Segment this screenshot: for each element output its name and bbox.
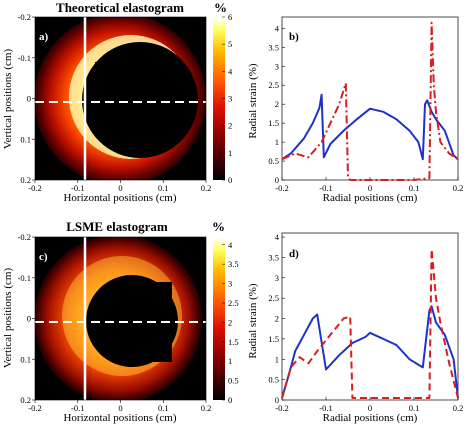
heatmap-c-cbar-tick-label: 2 [228, 317, 232, 327]
xlabel-a: Horizontal positions (cm) [63, 192, 176, 204]
plot-b-series-blue-solid [281, 93, 459, 161]
plot-b-plot-area [281, 16, 459, 181]
heatmap-a-cbar-tick-label: 5 [228, 39, 232, 49]
heatmap-a-xtick-label: 0.1 [158, 183, 169, 193]
heatmap-c-ytick-label: 0 [27, 314, 31, 324]
heatmap-a-cbar-tick-label: 0 [228, 175, 232, 185]
plot-b-ytick-label: 2.5 [268, 80, 279, 90]
heatmap-c-cbar-tick-label: 4 [228, 240, 233, 250]
heatmap-a: a) [35, 17, 206, 180]
heatmap-c-ytick-label: 0.2 [20, 395, 31, 405]
heatmap-a-cbar-tick-label: 3 [228, 94, 232, 104]
heatmap-a-cbar-tick-label: 4 [228, 66, 233, 76]
heatmap-a-cbar-tick-label: 6 [228, 12, 232, 22]
plot-d-ytick-label: 2.5 [268, 293, 279, 303]
plot-b-xtick-label: 0 [368, 183, 372, 193]
heatmap-a-ytick-label: 0.1 [20, 134, 31, 144]
colorbar-unit-top: % [214, 0, 227, 15]
heatmap-a-ytick-label: -0.2 [18, 12, 31, 22]
heatmap-a-xtick-label: 0 [118, 183, 122, 193]
plot-b-xtick-label: 0.1 [409, 183, 420, 193]
plot-d-xtick-label: 0.1 [409, 403, 420, 413]
plot-d-ytick-label: 0 [275, 395, 279, 405]
ylabel-b: Radial strain (%) [247, 63, 259, 138]
xlabel-c: Horizontal positions (cm) [63, 412, 176, 424]
plot-d-ytick-label: 0.5 [268, 375, 279, 385]
plot-b-ytick-label: 3.5 [268, 42, 279, 52]
heatmap-c-xtick-label: 0 [118, 403, 122, 413]
plot-d-ytick-label: 2 [275, 314, 279, 324]
plot-d-xtick-label: 0 [368, 403, 372, 413]
plot-b-series-red-dashdot [281, 21, 459, 181]
xlabel-b: Radial positions (cm) [323, 192, 418, 204]
top-title: Theoretical elastogram [56, 0, 184, 15]
heatmap-c-xtick-label: 0.2 [201, 403, 212, 413]
heatmap-c-cbar-tick-label: 3 [228, 279, 232, 289]
heatmap-c-cbar-tick-label: 1 [228, 356, 232, 366]
plot-b-xtick-label: -0.1 [319, 183, 332, 193]
plot-b-ytick-label: 4 [275, 23, 280, 33]
heatmap-c-ytick-label: 0.1 [20, 354, 31, 364]
plot-b-ytick-label: 0.5 [268, 156, 279, 166]
heatmap-c-cbar-tick-label: 1.5 [228, 337, 239, 347]
plot-d-ytick-label: 1.5 [268, 334, 279, 344]
colorbar-unit-bottom: % [212, 219, 225, 234]
panel-label-d: d) [289, 248, 299, 260]
heatmap-c-ytick-label: -0.2 [18, 232, 31, 242]
heatmap-a-xtick-label: -0.2 [28, 183, 41, 193]
plot-d-xtick-label: -0.2 [275, 403, 288, 413]
heatmap-c-xtick-label: -0.1 [71, 403, 84, 413]
heatmap-c-xtick-label: 0.1 [158, 403, 169, 413]
heatmap-c-cbar-tick-label: 0.5 [228, 376, 239, 386]
plot-b-ytick-label: 2 [275, 99, 279, 109]
plot-d-ytick-label: 3 [275, 273, 279, 283]
heatmap-a-ytick-label: 0.2 [20, 175, 31, 185]
heatmap-c-cbar-tick-label: 2.5 [228, 298, 239, 308]
heatmap-a-xtick-label: -0.1 [71, 183, 84, 193]
plot-d-series-blue-solid [281, 305, 459, 399]
bottom-title: LSME elastogram [66, 219, 168, 234]
colorbar-a [213, 17, 225, 180]
heatmap-c-cbar-tick-label: 3.5 [228, 259, 239, 269]
plot-d-xtick-label: -0.1 [319, 403, 332, 413]
colorbar-c [213, 237, 225, 400]
plot-d-xtick-label: 0.2 [453, 403, 464, 413]
heatmap-a-ytick-label: -0.1 [18, 53, 31, 63]
heatmap-c-ytick-label: -0.1 [18, 273, 31, 283]
panel-label-b: b) [289, 31, 299, 43]
heatmap-a-xtick-label: 0.2 [201, 183, 212, 193]
plot-d-ytick-label: 1 [275, 354, 279, 364]
plot-d-series-red-dashed [281, 248, 459, 399]
plot-d-ytick-label: 3.5 [268, 252, 279, 262]
heatmap-c: c) [35, 237, 206, 400]
plot-b-xtick-label: -0.2 [275, 183, 288, 193]
xlabel-d: Radial positions (cm) [323, 412, 418, 424]
ylabel-d: Radial strain (%) [247, 283, 259, 358]
heatmap-a-cbar-tick-label: 2 [228, 121, 232, 131]
plot-b-ytick-label: 3 [275, 61, 279, 71]
heatmap-c-xtick-label: -0.2 [28, 403, 41, 413]
panel-label-a: a) [39, 31, 49, 43]
plot-b-ytick-label: 1 [275, 137, 279, 147]
heatmap-a-cbar-tick-label: 1 [228, 148, 232, 158]
plot-b-ytick-label: 1.5 [268, 118, 279, 128]
plot-b-xtick-label: 0.2 [453, 183, 464, 193]
heatmap-a-ytick-label: 0 [27, 94, 31, 104]
ylabel-c: Vertical positions (cm) [2, 268, 14, 369]
panel-label-c: c) [39, 251, 48, 263]
heatmap-c-cbar-tick-label: 0 [228, 395, 232, 405]
ylabel-a: Vertical positions (cm) [2, 49, 14, 150]
plot-b-ytick-label: 0 [275, 175, 279, 185]
plot-d-ytick-label: 4 [275, 232, 280, 242]
